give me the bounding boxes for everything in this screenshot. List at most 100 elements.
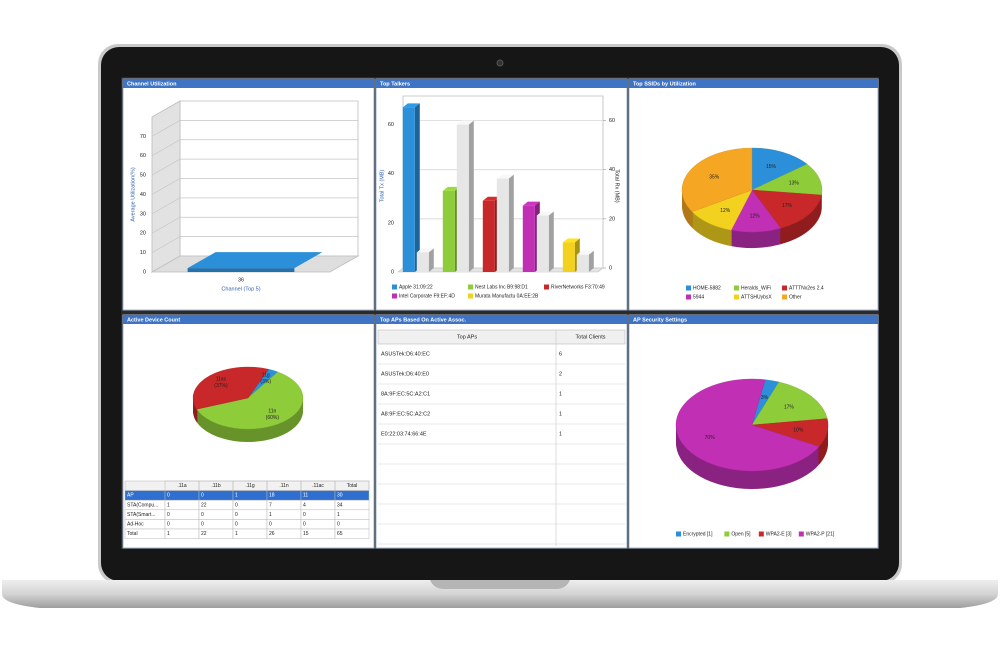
table-cell-text: Ad-Hoc (127, 522, 144, 528)
slice-label: 10% (793, 427, 804, 433)
table-cell (300, 499, 336, 511)
grid-line-side (151, 139, 181, 157)
x-axis-label: Channel (Top 5) (221, 286, 260, 292)
legend-swatch (782, 285, 787, 291)
slice-label: 15% (766, 164, 777, 170)
panel-title: AP Security Settings (633, 317, 687, 323)
table-cell-text: 1 (167, 531, 170, 537)
table-cell-text: 18 (269, 493, 275, 499)
y-tick-label: 40 (388, 171, 394, 177)
pie-slice (675, 378, 820, 472)
base-notch (430, 580, 570, 589)
laptop-base (2, 580, 998, 608)
table-cell (334, 509, 370, 520)
legend-swatch (734, 294, 739, 300)
grid-line-side (151, 255, 181, 273)
panel-title: Top SSIDs by Utilization (633, 81, 696, 87)
y-tick-label: 50 (140, 173, 146, 179)
y2-tick-label: 40 (609, 167, 615, 173)
legend-label: Encrypted [1] (683, 531, 713, 537)
table-cell-text: AP (127, 493, 134, 499)
bar (482, 200, 495, 272)
table-cell-text: A8:9F:EC:5C:A2:C2 (381, 411, 430, 417)
legend-label: ATTTNx2es 2.4 (789, 285, 824, 291)
bar-top (576, 250, 594, 255)
slice-name: 11g (262, 373, 270, 379)
pie-slice (196, 371, 304, 430)
bar (402, 107, 415, 272)
y-tick-label: 10 (140, 250, 146, 256)
y-tick-label: 0 (143, 269, 146, 275)
table-cell-text: 15 (303, 531, 309, 537)
table-cell-text: 6 (559, 351, 562, 357)
table-cell (198, 509, 234, 520)
bar (522, 205, 535, 272)
slice-label: 13% (789, 180, 800, 186)
table-cell-text: 1 (559, 391, 562, 397)
table-cell-text: 7 (269, 502, 272, 508)
panel-title-bar (376, 315, 627, 324)
bar-side (414, 103, 420, 272)
y-tick-label: 60 (388, 122, 394, 128)
legend-label: Intel Corporate F9:EF:4D (399, 293, 455, 299)
table-cell (300, 519, 336, 530)
legend-label: Nest Labs Inc B9:98:D1 (475, 284, 528, 290)
bar (576, 254, 589, 272)
legend-label: HOME-5882 (693, 285, 721, 291)
panel-title-bar (629, 79, 878, 88)
panel-title: Channel Utilization (127, 81, 177, 87)
table-cell-text: 1 (235, 531, 238, 537)
legend-swatch (544, 284, 549, 290)
bar-side (428, 248, 434, 272)
table-cell (232, 509, 268, 520)
table-cell (164, 509, 200, 520)
slice-label: 70% (705, 435, 716, 441)
panel-title: Top APs Based On Active Assoc. (380, 317, 467, 323)
table-cell-text: 8A:9F:EC:5C:A2:C1 (381, 391, 430, 397)
panel-title-bar (123, 315, 374, 324)
table-header: Total Clients (576, 334, 606, 340)
table-cell-text: 0 (201, 493, 204, 499)
y-tick-label: 60 (140, 153, 146, 159)
table-cell-text: 2 (559, 371, 562, 377)
table-cell-text: 0 (235, 522, 238, 528)
legend-label: Open [5] (731, 531, 751, 537)
pie-slice (681, 147, 753, 212)
table-cell-text: ASUSTek:D6:40:E0 (381, 371, 429, 377)
table-cell-text: 1 (235, 493, 238, 499)
table-cell (266, 519, 302, 530)
table-cell-text: STA(Smart... (127, 512, 156, 518)
grid-line-side (151, 197, 181, 215)
x-tick-label: 36 (238, 277, 244, 283)
camera (496, 59, 504, 67)
slice-label: 17% (782, 203, 793, 209)
table-cell-text: 22 (201, 502, 207, 508)
bar (442, 190, 455, 272)
slice-label: 17% (784, 405, 795, 411)
table-header-row (377, 329, 626, 345)
panel-title-bar (629, 315, 878, 324)
table-header: Total (347, 483, 358, 489)
bar-top (187, 252, 323, 269)
bar-top (482, 196, 500, 201)
bar (187, 268, 295, 272)
table-cell-text: 0 (167, 512, 170, 518)
bar (536, 215, 549, 272)
table-cell-text: 0 (201, 512, 204, 518)
legend-swatch (676, 531, 681, 537)
legend-swatch (392, 284, 397, 290)
bar-side (548, 211, 554, 272)
table-cell (164, 519, 200, 530)
legend-label: Murata Manufactu 0A:EE:2B (475, 293, 539, 299)
panel-title: Top Talkers (380, 81, 410, 87)
legend-label: Other (789, 294, 802, 300)
table-cell (232, 499, 268, 511)
legend-label: Heralds_WiFi (741, 285, 771, 291)
legend-swatch (782, 294, 787, 300)
y-tick-label: 30 (140, 211, 146, 217)
grid-line-side (151, 178, 181, 195)
slice-label: 3% (761, 395, 769, 401)
table-cell-text: 11 (303, 493, 308, 499)
slice-label: 12% (720, 208, 731, 214)
